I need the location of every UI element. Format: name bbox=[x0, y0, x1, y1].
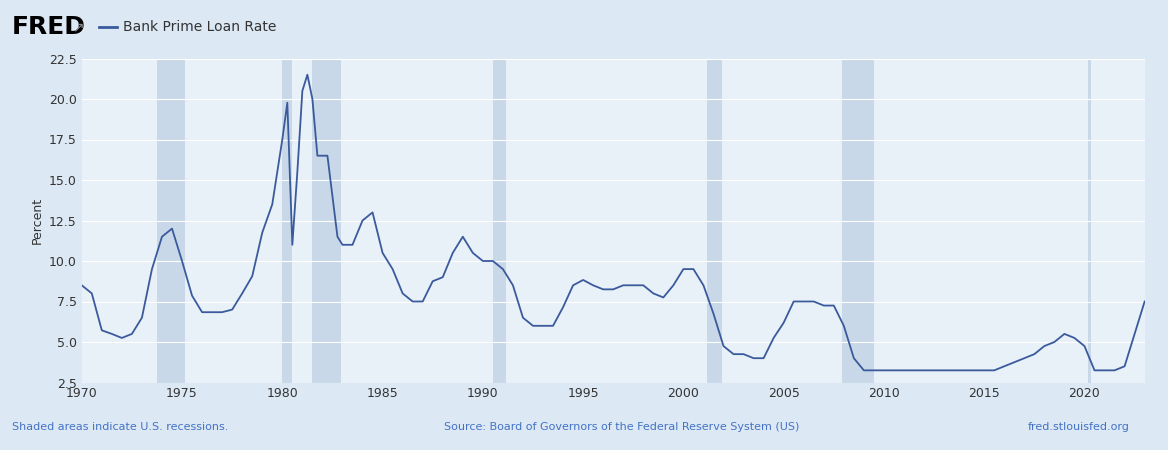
Text: fred.stlouisfed.org: fred.stlouisfed.org bbox=[1028, 423, 1129, 432]
Bar bbox=[842, 58, 874, 382]
Y-axis label: Percent: Percent bbox=[30, 197, 43, 244]
Bar bbox=[707, 58, 722, 382]
Text: FRED: FRED bbox=[12, 15, 85, 39]
Bar bbox=[493, 58, 506, 382]
Text: Shaded areas indicate U.S. recessions.: Shaded areas indicate U.S. recessions. bbox=[12, 423, 228, 432]
Text: Source: Board of Governors of the Federal Reserve System (US): Source: Board of Governors of the Federa… bbox=[444, 423, 799, 432]
Text: ↗: ↗ bbox=[72, 20, 84, 34]
Bar bbox=[157, 58, 186, 382]
Bar bbox=[283, 58, 292, 382]
Text: Bank Prime Loan Rate: Bank Prime Loan Rate bbox=[123, 20, 276, 34]
Bar bbox=[1087, 58, 1091, 382]
Bar bbox=[312, 58, 341, 382]
